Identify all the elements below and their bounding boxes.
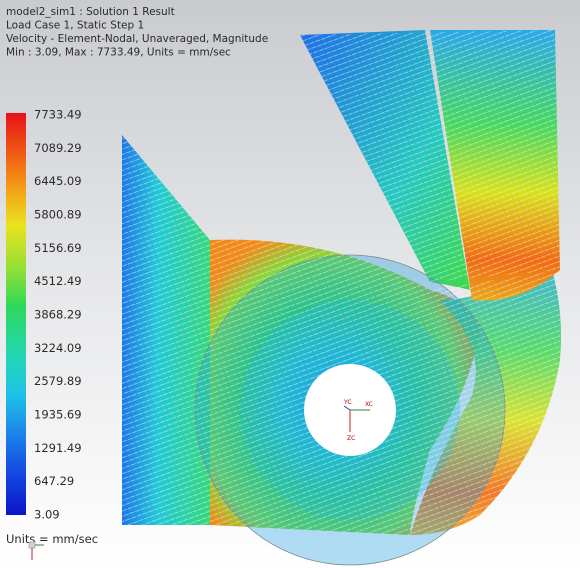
legend-label: 647.29 <box>34 474 74 488</box>
header: model2_sim1 : Solution 1 Result Load Case… <box>6 6 268 59</box>
units-label: Units = mm/sec <box>6 532 98 546</box>
legend: 7733.49 7089.29 6445.09 5800.89 5156.69 4512.… <box>34 108 82 522</box>
header-line: model2_sim1 : Solution 1 Result <box>6 6 175 18</box>
legend-label: 7733.49 <box>34 108 82 122</box>
header-line: Load Case 1, Static Step 1 <box>6 20 144 32</box>
triad-origin <box>28 541 36 549</box>
legend-label: 5800.89 <box>34 208 82 222</box>
legend-label: 7089.29 <box>34 141 82 155</box>
legend-label: 3868.29 <box>34 308 82 322</box>
header-line: Velocity - Element-Nodal, Unaveraged, Ma… <box>6 33 268 45</box>
legend-label: 6445.09 <box>34 174 82 188</box>
triad-label: YC <box>343 399 352 406</box>
legend-label: 3224.09 <box>34 341 82 355</box>
legend-label: 4512.49 <box>34 274 82 288</box>
color-bar <box>6 113 26 515</box>
legend-label: 2579.89 <box>34 374 82 388</box>
legend-label: 5156.69 <box>34 241 82 255</box>
legend-label: 3.09 <box>34 508 60 522</box>
corner-triad <box>28 541 44 560</box>
vector-texture <box>122 30 560 535</box>
legend-label: 1935.69 <box>34 408 82 422</box>
triad-label: XC <box>365 401 373 408</box>
legend-label: 1291.49 <box>34 441 82 455</box>
model: XC YC ZC <box>122 30 561 566</box>
header-line: Min : 3.09, Max : 7733.49, Units = mm/se… <box>6 47 231 59</box>
triad-label: ZC <box>347 435 355 442</box>
triad-axis <box>343 405 351 411</box>
